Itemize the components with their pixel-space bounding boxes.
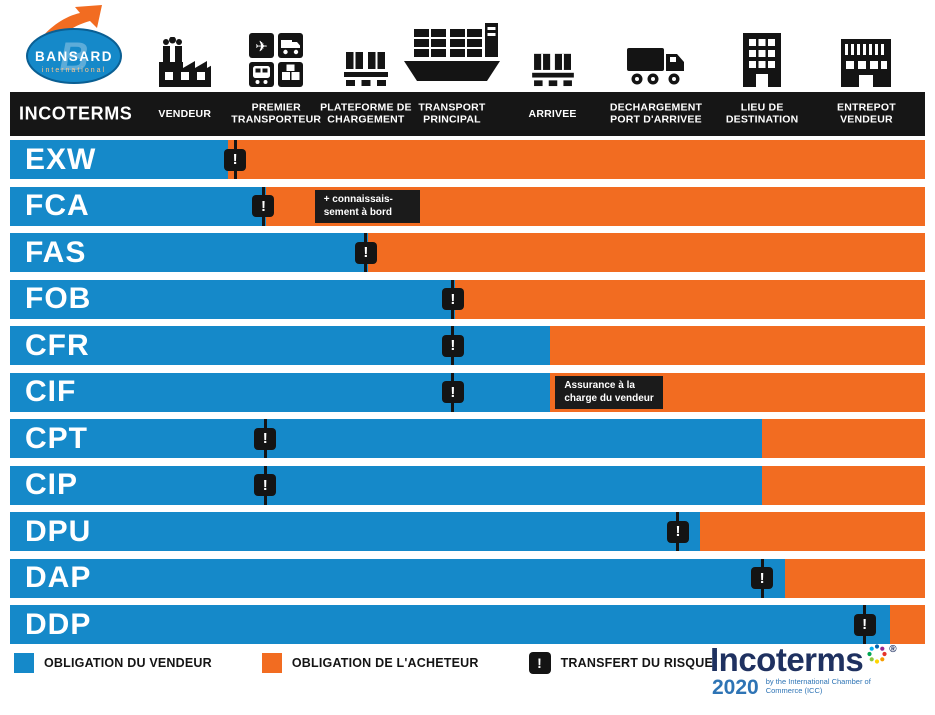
risk-exclamation: ! xyxy=(441,381,464,403)
seller-obligation-bar xyxy=(10,512,700,551)
risk-exclamation: ! xyxy=(853,613,876,636)
incoterm-row: EXW ! xyxy=(10,140,925,179)
risk-exclamation: ! xyxy=(441,334,464,357)
seller-obligation-bar xyxy=(10,605,891,644)
risk-exclamation: ! xyxy=(354,241,377,264)
incoterm-row: CIP ! xyxy=(10,465,925,505)
risk-exclamation: ! xyxy=(252,195,275,217)
bansard-b-glyph: B xyxy=(60,35,89,79)
legend-item-buyer: OBLIGATION DE L'ACHETEUR xyxy=(261,653,479,673)
risk-exclamation: ! xyxy=(224,148,247,171)
seller-obligation-bar xyxy=(10,558,785,598)
incoterm-row: FAS ! xyxy=(10,233,925,272)
incoterms-logo-title: Incoterms xyxy=(710,641,864,678)
seller-obligation-bar xyxy=(10,326,550,365)
registered-mark: ® xyxy=(889,644,897,655)
container-ship-icon xyxy=(403,17,500,87)
column-header-entrepot-vendeur: ENTREPOT VENDEUR xyxy=(837,101,896,126)
incoterm-code: DDP xyxy=(25,607,92,641)
seller-obligation-bar xyxy=(10,465,763,505)
incoterm-row: FOB ! xyxy=(10,279,925,319)
incoterm-code: FCA xyxy=(25,189,90,222)
seller-color-swatch xyxy=(14,653,34,673)
risk-marker-swatch: ! xyxy=(528,652,551,674)
loading-pallet-icon xyxy=(343,49,389,87)
incoterm-code: CFR xyxy=(25,328,90,362)
risk-exclamation: ! xyxy=(254,474,277,496)
bansard-logo-graphic: B BANSARD international xyxy=(26,5,122,84)
legend: OBLIGATION DU VENDEUR OBLIGATION DE L'AC… xyxy=(14,651,713,675)
risk-exclamation: ! xyxy=(441,288,464,310)
incoterm-code: DAP xyxy=(25,561,92,594)
column-header-arrivee: ARRIVEE xyxy=(528,107,577,120)
note-box: + connaissais-sement à bord xyxy=(314,189,420,223)
svg-text:✈: ✈ xyxy=(255,39,268,56)
bansard-subtitle: international xyxy=(42,67,106,74)
column-header-transport-principal: TRANSPORT PRINCIPAL xyxy=(418,101,486,126)
seller-obligation-bar xyxy=(10,419,763,458)
delivery-truck-icon xyxy=(626,43,686,87)
legend-seller-label: OBLIGATION DU VENDEUR xyxy=(44,656,212,670)
seller-obligation-bar xyxy=(10,233,368,272)
column-header-premier-transporteur: PREMIER TRANSPORTEUR xyxy=(231,101,322,126)
incoterms-logo-year: 2020 xyxy=(712,676,759,699)
stage-icons-row: ✈ xyxy=(10,0,925,92)
risk-exclamation: ! xyxy=(666,520,689,543)
seller-obligation-bar xyxy=(10,140,228,179)
incoterms-2020-logo: Incoterms ® 2020 by the International Ch… xyxy=(710,643,925,698)
incoterm-row: FCA + connaissais-sement à bord ! xyxy=(10,186,925,226)
incoterm-row: CPT ! xyxy=(10,419,925,458)
icc-dots-icon xyxy=(867,644,887,664)
legend-item-seller: OBLIGATION DU VENDEUR xyxy=(14,653,212,673)
incoterm-row: DPU ! xyxy=(10,512,925,551)
multimodal-transport-icon: ✈ xyxy=(249,33,304,87)
rows-container: EXW ! FCA + connaissais-sement à bord ! … xyxy=(10,140,925,644)
incoterm-code: CPT xyxy=(25,421,88,455)
incoterm-code: CIF xyxy=(25,375,77,408)
seller-obligation-bar xyxy=(10,186,267,226)
incoterm-row: DAP ! xyxy=(10,558,925,598)
warehouse-icon xyxy=(839,35,893,87)
incoterm-code: DPU xyxy=(25,514,92,548)
incoterm-row: DDP ! xyxy=(10,605,925,644)
incoterm-code: FOB xyxy=(25,282,92,315)
destination-building-icon xyxy=(740,31,784,87)
column-header-dechargement-port-arrivee: DECHARGEMENT PORT D'ARRIVEE xyxy=(609,101,703,126)
incoterm-row: CIF Assurance à la charge du vendeur ! xyxy=(10,372,925,412)
note-box: Assurance à la charge du vendeur xyxy=(555,375,663,409)
factory-icon xyxy=(156,37,214,87)
buyer-color-swatch xyxy=(261,653,282,673)
seller-obligation-bar xyxy=(10,279,455,319)
incoterm-row: CFR ! xyxy=(10,326,925,365)
arrival-pallet-icon xyxy=(531,51,575,87)
column-header-plateforme-chargement: PLATEFORME DE CHARGEMENT xyxy=(320,101,412,126)
incoterm-code: CIP xyxy=(25,468,79,501)
column-header-vendeur: VENDEUR xyxy=(158,107,212,120)
bansard-logo: B BANSARD international xyxy=(22,4,130,88)
legend-risk-label: TRANSFERT DU RISQUE xyxy=(560,656,713,670)
legend-buyer-label: OBLIGATION DE L'ACHETEUR xyxy=(291,656,479,670)
incoterms-header-label: INCOTERMS xyxy=(19,103,133,124)
column-header-lieu-destination: LIEU DE DESTINATION xyxy=(725,101,799,126)
table-header: INCOTERMS VENDEUR PREMIER TRANSPORTEUR P… xyxy=(10,92,925,136)
seller-obligation-bar xyxy=(10,372,550,412)
incoterms-logo-byline: by the International Chamber of Commerce… xyxy=(765,677,871,695)
incoterm-code: EXW xyxy=(25,142,97,176)
risk-exclamation: ! xyxy=(254,427,277,450)
risk-exclamation: ! xyxy=(751,567,774,589)
incoterm-code: FAS xyxy=(25,235,87,269)
bansard-name: BANSARD xyxy=(35,49,113,64)
legend-item-risk: ! TRANSFERT DU RISQUE xyxy=(528,652,713,674)
